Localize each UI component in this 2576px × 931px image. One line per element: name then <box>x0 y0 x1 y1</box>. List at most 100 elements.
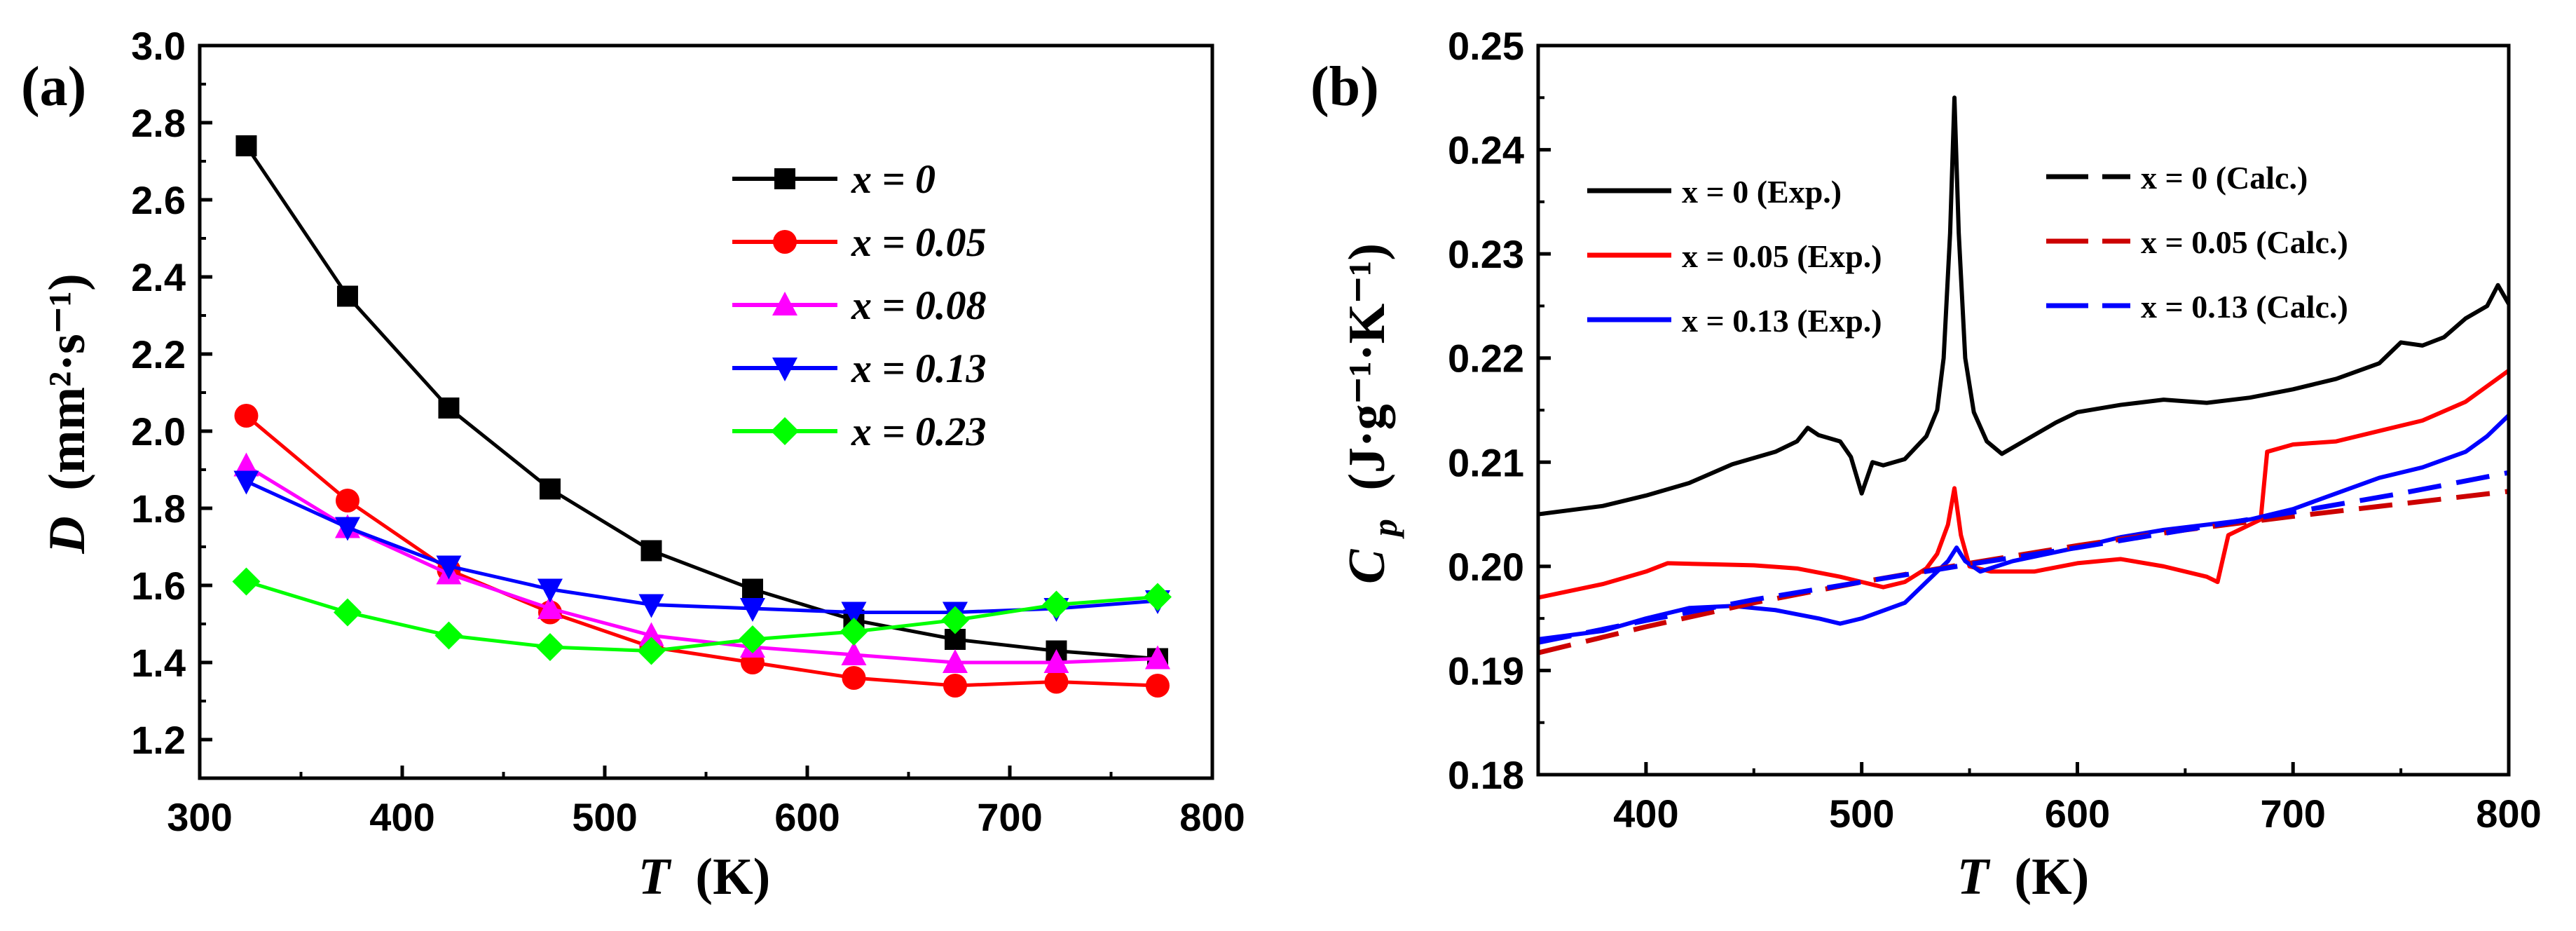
x-tick-label: 500 <box>572 795 637 839</box>
series-line <box>1537 369 2510 600</box>
legend-b-item: x = 0.05 (Exp.) <box>1587 238 1882 274</box>
data-point <box>738 625 767 653</box>
panel-b-y-axis-unit: (J·g⁻¹·K⁻¹) <box>1338 243 1396 491</box>
series-b-2 <box>1537 414 2511 641</box>
series-line <box>1537 414 2511 641</box>
legend-marker <box>773 230 797 254</box>
legend-b-item: x = 0 (Exp.) <box>1587 174 1842 210</box>
series-a-4 <box>232 567 1172 665</box>
panel-b-legend: x = 0 (Exp.) x = 0.05 (Exp.) x = 0.13 (Exp… <box>1587 160 2348 339</box>
x-tick-label: 800 <box>1179 795 1245 839</box>
y-tick-label: 1.2 <box>131 718 186 762</box>
data-point <box>1042 590 1071 619</box>
legend-label: x = 0.13 <box>851 346 987 391</box>
y-tick-label: 0.18 <box>1448 753 1524 797</box>
y-tick-label: 2.0 <box>131 409 186 454</box>
data-point <box>739 598 765 622</box>
data-point <box>741 578 763 600</box>
legend-label: x = 0 (Calc.) <box>2141 160 2308 196</box>
panel-a-legend: x = 0 x = 0.05 x = 0.08 x = 0.13 x = 0.23 <box>732 156 987 454</box>
data-point <box>637 637 666 665</box>
panel-b-y-axis-symbol: C <box>1338 548 1396 584</box>
series-line <box>245 464 1158 665</box>
panel-a-x-axis-unit: (K) <box>695 848 770 906</box>
data-point <box>840 618 868 646</box>
legend-label: x = 0 <box>851 156 936 202</box>
data-point <box>232 567 261 596</box>
panel-a-y-axis-symbol: D <box>39 516 96 554</box>
legend-label: x = 0.13 (Exp.) <box>1682 303 1882 339</box>
legend-marker <box>772 292 797 315</box>
series-line <box>245 144 1158 660</box>
y-tick-label: 1.8 <box>131 487 186 531</box>
legend-label: x = 0.05 <box>851 219 987 265</box>
panel-a-y-ticks: 1.2 1.4 1.6 1.8 2.0 2.2 2.4 2.6 2.8 3.0 <box>131 24 212 780</box>
legend-a-item: x = 0 <box>732 156 936 202</box>
x-tick-label: 800 <box>2476 791 2541 836</box>
legend-a-item: x = 0.23 <box>732 409 987 454</box>
panel-b-label: (b) <box>1310 56 1379 118</box>
legend-b-item: x = 0.13 (Calc.) <box>2046 289 2348 325</box>
y-tick-label: 3.0 <box>131 24 186 68</box>
legend-b-item: x = 0.05 (Calc.) <box>2046 224 2348 260</box>
series-line <box>245 480 1158 614</box>
y-tick-label: 0.25 <box>1448 24 1524 68</box>
legend-marker <box>774 168 795 189</box>
x-tick-label: 600 <box>774 795 840 839</box>
x-tick-label: 500 <box>1829 791 1894 836</box>
panel-a-y-axis-unit: (mm²·s⁻¹) <box>39 273 96 490</box>
legend-label: x = 0 (Exp.) <box>1682 174 1842 210</box>
panel-b-frame <box>1536 43 2511 777</box>
data-point <box>235 135 257 156</box>
data-point <box>638 594 664 618</box>
legend-b-item: x = 0 (Calc.) <box>2046 160 2308 196</box>
data-point <box>537 578 563 603</box>
y-tick-label: 1.4 <box>131 641 186 685</box>
x-tick-label: 300 <box>167 795 232 839</box>
legend-label: x = 0.13 (Calc.) <box>2141 289 2348 325</box>
data-point <box>638 622 664 646</box>
legend-label: x = 0.08 <box>851 283 987 328</box>
panel-a-x-axis-symbol: T <box>638 848 672 906</box>
y-tick-label: 0.19 <box>1448 648 1524 693</box>
legend-a-item: x = 0.05 <box>732 219 987 265</box>
panel-a-y-axis-title: D (mm²·s⁻¹) <box>39 273 96 554</box>
data-point <box>436 555 462 580</box>
x-tick-label: 400 <box>1613 791 1678 836</box>
x-tick-label: 400 <box>369 795 434 839</box>
y-tick-label: 1.6 <box>131 564 186 608</box>
data-point <box>438 397 460 419</box>
legend-a-item: x = 0.13 <box>732 346 987 391</box>
series-a-3 <box>233 470 1170 626</box>
data-point <box>1043 649 1069 673</box>
y-tick-label: 2.8 <box>131 101 186 145</box>
data-point <box>234 404 259 428</box>
data-point <box>335 489 359 512</box>
data-point <box>539 478 561 500</box>
data-point <box>943 674 967 698</box>
series-b-1 <box>1537 369 2510 600</box>
panel-a-x-axis-title: T (K) <box>638 848 771 906</box>
y-tick-label: 2.4 <box>131 255 186 299</box>
data-point <box>434 621 463 650</box>
data-point <box>233 452 259 477</box>
series-line <box>1537 95 2511 517</box>
data-point <box>640 540 662 562</box>
data-point <box>842 666 866 690</box>
legend-a-item: x = 0.08 <box>732 283 987 328</box>
series-line <box>1537 470 2509 645</box>
panel-b-x-axis-unit: (K) <box>2014 848 2089 906</box>
panel-b-plot-area <box>1537 95 2511 655</box>
series-b-5 <box>1537 470 2509 645</box>
data-point <box>1143 583 1172 611</box>
data-point <box>1145 674 1170 698</box>
y-tick-label: 0.23 <box>1448 232 1524 276</box>
panel-b-y-axis-title: C p (J·g⁻¹·K⁻¹) <box>1338 243 1409 584</box>
data-point <box>535 633 564 661</box>
panel-a-x-ticks: 300 400 500 600 700 800 <box>167 766 1245 839</box>
panel-b-y-ticks: 0.18 0.19 0.20 0.21 0.22 0.23 0.24 0.25 <box>1448 24 1551 797</box>
data-point <box>336 285 358 307</box>
y-tick-label: 2.6 <box>131 178 186 222</box>
legend-marker <box>772 358 797 381</box>
